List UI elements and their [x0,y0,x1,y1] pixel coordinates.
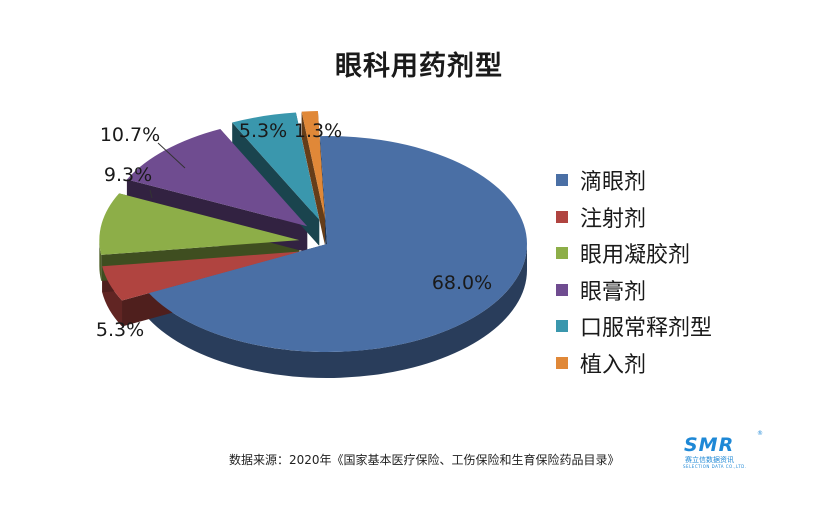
logo-subtitle: 赛立信数据资讯 [685,456,734,464]
pie-slice-edge-5-0 [301,111,325,245]
data-label-leader-3 [157,142,186,169]
data-label-1: 5.3% [96,319,144,341]
data-label-2: 9.3% [104,164,152,186]
logo-tagline: SELECTION DATA CO.,LTD. [683,464,747,469]
pie-slice-wall-0 [148,244,528,378]
legend-label-1: 注射剂 [580,206,647,232]
source-note: 数据来源：2020年《国家基本医疗保险、工伤保险和生育保险药品目录》 [229,453,620,467]
legend-swatch-0 [556,174,568,187]
legend-item-1: 注射剂 [556,199,712,236]
pie-slice-edge-4-0 [232,122,320,246]
legend-item-2: 眼用凝胶剂 [556,235,712,272]
legend-item-3: 眼膏剂 [556,272,712,309]
logo-text: SMR [684,434,735,456]
legend-item-0: 滴眼剂 [556,162,712,199]
chart-legend: 滴眼剂注射剂眼用凝胶剂眼膏剂口服常释剂型 植入剂 [556,162,712,381]
data-label-3: 10.7% [100,124,160,146]
data-label-5: 1.3% [294,120,342,142]
legend-label-0: 滴眼剂 [580,170,647,196]
legend-swatch-5 [556,356,568,369]
data-label-leader-2 [149,189,153,199]
pie-slice-1 [102,251,301,301]
legend-label-2: 眼用凝胶剂 [580,243,691,269]
pie-slice-0 [148,136,528,352]
legend-swatch-1 [556,210,568,223]
data-label-0: 68.0% [432,272,492,294]
data-label-4: 5.3% [239,120,287,142]
pie-slice-wall-2 [99,240,102,281]
legend-label-4: 口服常释剂型 [580,316,713,342]
pie-slice-4 [232,112,320,220]
chart-title: 眼科用药剂型 [335,51,503,82]
legend-item-4: 口服常释剂型 [556,308,712,345]
legend-label-5: 植入剂 [580,352,647,378]
pie-slice-2 [99,193,300,255]
legend-item-5: 植入剂 [556,345,712,382]
legend-label-3: 眼膏剂 [580,279,647,305]
legend-swatch-3 [556,283,568,296]
pie-slice-3 [126,128,308,227]
pie-slice-5 [301,110,325,219]
legend-swatch-2 [556,247,568,260]
legend-swatch-4 [556,320,568,333]
logo-registered-mark: ® [757,430,763,437]
